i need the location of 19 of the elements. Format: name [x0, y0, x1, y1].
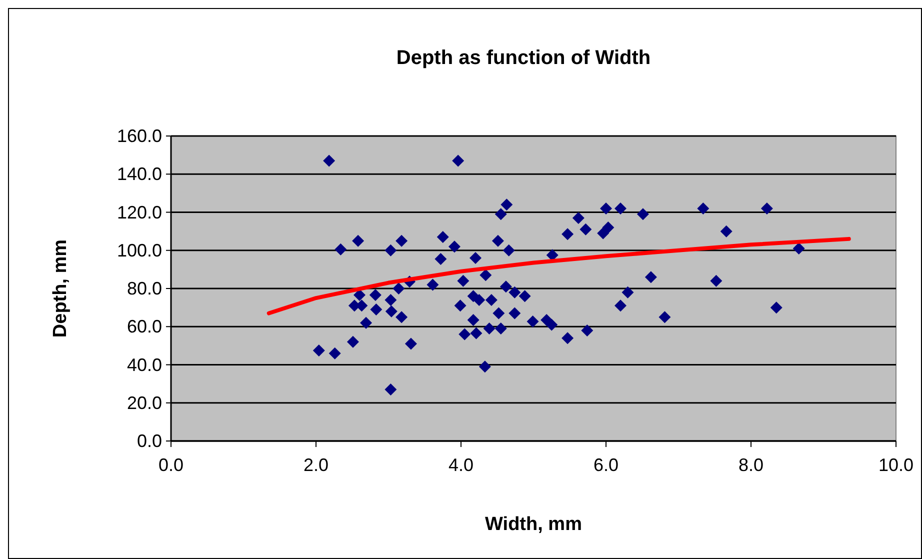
x-axis-title: Width, mm [485, 514, 582, 535]
chart-title: Depth as function of Width [396, 47, 651, 69]
y-tick-label: 20.0 [126, 392, 162, 413]
y-tick-label: 80.0 [126, 278, 162, 298]
y-tick-label: 0.0 [136, 431, 162, 451]
y-tick-label: 100.0 [116, 240, 162, 260]
y-tick-label: 140.0 [116, 164, 162, 184]
x-tick-label: 4.0 [448, 455, 474, 475]
y-axis-title: Depth, mm [50, 239, 71, 338]
y-tick-label: 120.0 [116, 202, 162, 222]
y-tick-label: 60.0 [126, 316, 162, 337]
x-tick-label: 6.0 [593, 455, 619, 475]
line-series [266, 236, 851, 316]
x-tick-label: 0.0 [158, 455, 184, 475]
x-tick-label: 10.0 [878, 455, 914, 475]
x-tick-label: 2.0 [303, 455, 329, 475]
y-tick-label: 160.0 [116, 126, 162, 146]
y-tick-label: 40.0 [126, 354, 162, 375]
x-tick-label: 8.0 [738, 455, 764, 475]
